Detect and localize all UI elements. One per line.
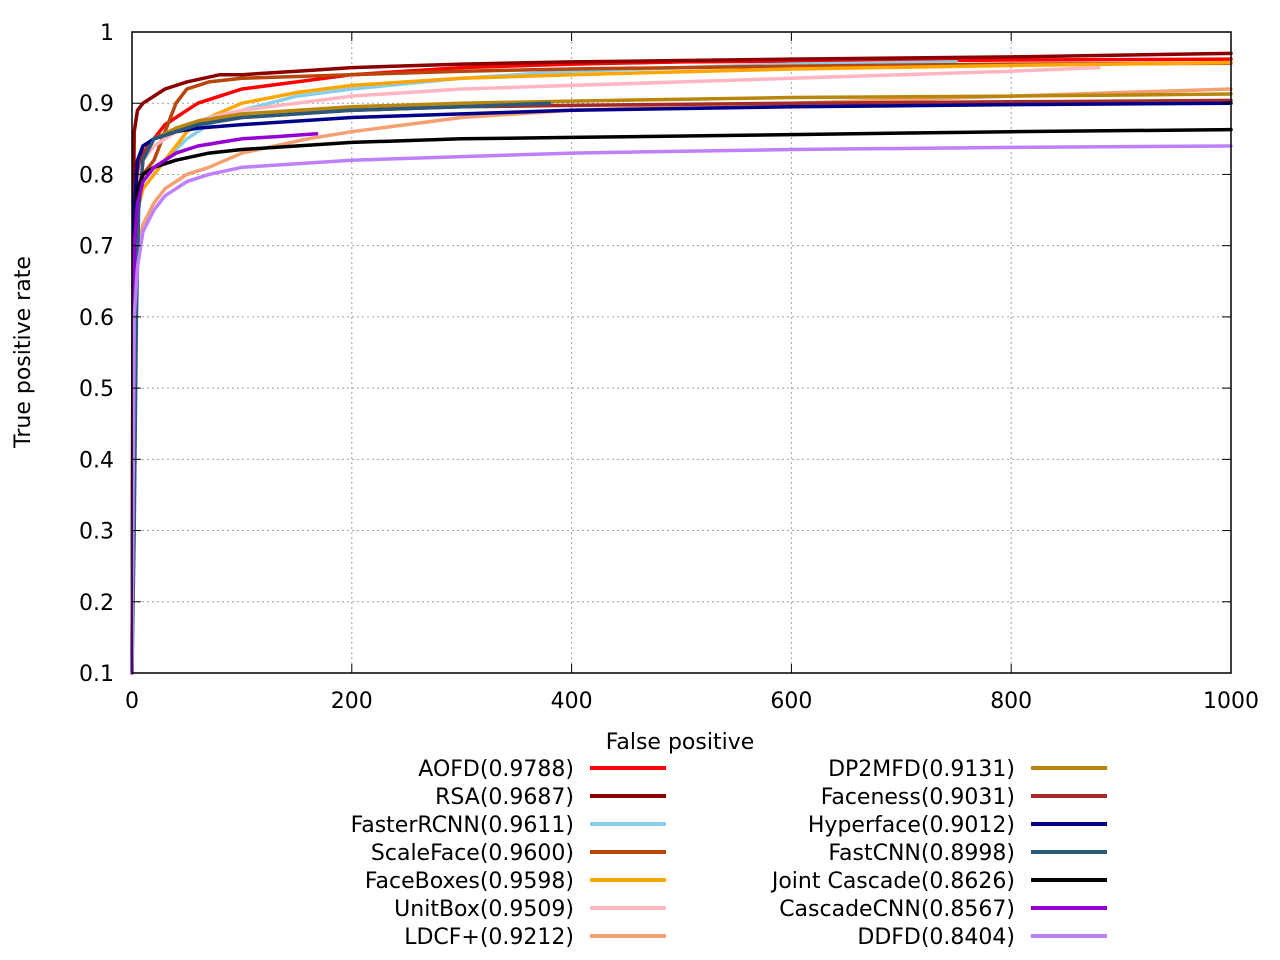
series-line: [130, 101, 1233, 675]
legend-label: CascadeCNN(0.8567): [779, 897, 1015, 922]
series-line: [130, 144, 1233, 675]
legend-label: FastCNN(0.8998): [828, 841, 1015, 866]
y-tick-label: 0.4: [79, 448, 114, 473]
series-line: [130, 132, 319, 675]
series-line: [130, 98, 1233, 675]
grid-lines: [132, 32, 1231, 673]
x-axis-label: False positive: [606, 730, 755, 755]
series-lines: [130, 51, 1233, 675]
y-tick-label: 0.3: [79, 520, 114, 545]
legend-label: DDFD(0.8404): [857, 925, 1015, 950]
series-line: [130, 60, 1233, 675]
x-tick-label: 0: [125, 689, 139, 714]
y-tick-label: 0.1: [79, 662, 114, 687]
y-tick-label: 0.7: [79, 235, 114, 260]
y-axis-label: True positive rate: [11, 256, 36, 449]
y-tick-label: 0.9: [79, 92, 114, 117]
series-line: [130, 51, 1233, 675]
legend-label: DP2MFD(0.9131): [828, 757, 1015, 782]
legend-label: FaceBoxes(0.9598): [365, 869, 574, 894]
plot-frame: [131, 31, 1232, 674]
legend-label: AOFD(0.9788): [418, 757, 574, 782]
y-tick-label: 0.6: [79, 306, 114, 331]
series-line: [130, 65, 1101, 675]
x-tick-label: 1000: [1203, 689, 1259, 714]
series-line: [130, 101, 552, 675]
legend-label: Joint Cascade(0.8626): [770, 869, 1015, 894]
legend-label: RSA(0.9687): [435, 785, 574, 810]
y-tick-label: 0.2: [79, 591, 114, 616]
x-tick-label: 600: [770, 689, 812, 714]
series-line: [130, 127, 1233, 675]
series-line: [130, 61, 1233, 675]
y-tick-label: 1: [100, 21, 114, 46]
series-line: [130, 87, 1233, 675]
legend-label: UnitBox(0.9509): [394, 897, 574, 922]
legend-label: Hyperface(0.9012): [808, 813, 1015, 838]
legend: AOFD(0.9788) RSA(0.9687) FasterRCNN(0.9611…: [351, 757, 1107, 950]
x-tick-label: 400: [551, 689, 593, 714]
legend-label: ScaleFace(0.9600): [371, 841, 574, 866]
legend-label: Faceness(0.9031): [821, 785, 1015, 810]
series-line: [130, 92, 1233, 675]
x-tick-label: 200: [331, 689, 373, 714]
x-tick-label: 800: [990, 689, 1032, 714]
legend-label: LDCF+(0.9212): [404, 925, 574, 950]
axis-ticks: 0.1 0.2 0.3 0.4 0.5 0.6 0.7 0.8 0.9 1 0 200 400 600 80…: [79, 21, 1259, 714]
y-tick-label: 0.8: [79, 163, 114, 188]
y-tick-label: 0.5: [79, 377, 114, 402]
legend-label: FasterRCNN(0.9611): [351, 813, 574, 838]
